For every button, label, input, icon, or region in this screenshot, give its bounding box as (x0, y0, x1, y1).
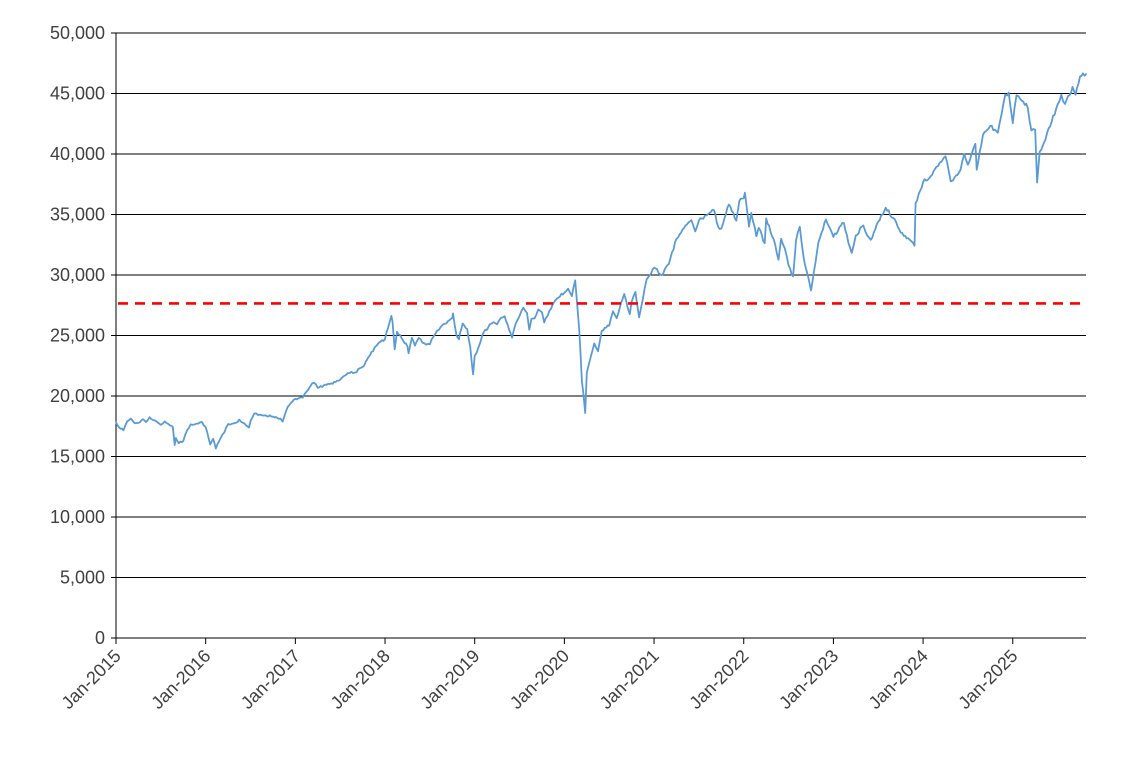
x-axis-tick-label: Jan-2025 (954, 646, 1021, 713)
y-axis-tick-label: 50,000 (50, 23, 105, 43)
x-axis-tick-label: Jan-2017 (237, 646, 304, 713)
y-axis-tick-label: 15,000 (50, 447, 105, 467)
y-axis-tick-label: 40,000 (50, 144, 105, 164)
y-axis-tick-label: 30,000 (50, 265, 105, 285)
x-axis-tick-label: Jan-2021 (596, 646, 663, 713)
x-axis-tick-label: Jan-2024 (865, 646, 932, 713)
x-axis-tick-label: Jan-2022 (685, 646, 752, 713)
y-axis-tick-label: 45,000 (50, 84, 105, 104)
y-axis-tick-label: 25,000 (50, 326, 105, 346)
x-axis-tick-label: Jan-2023 (775, 646, 842, 713)
x-axis-tick-label: Jan-2020 (506, 646, 573, 713)
y-axis-tick-label: 10,000 (50, 507, 105, 527)
y-axis-tick-label: 20,000 (50, 386, 105, 406)
price-series-line (115, 72, 1087, 450)
x-axis-tick-label: Jan-2016 (147, 646, 214, 713)
x-axis-tick-label: Jan-2018 (327, 646, 394, 713)
x-axis-tick-label: Jan-2015 (58, 646, 125, 713)
y-axis-tick-label: 0 (95, 628, 105, 648)
x-axis-tick-label: Jan-2019 (416, 646, 483, 713)
y-axis-tick-label: 5,000 (60, 568, 105, 588)
y-axis-tick-label: 35,000 (50, 205, 105, 225)
